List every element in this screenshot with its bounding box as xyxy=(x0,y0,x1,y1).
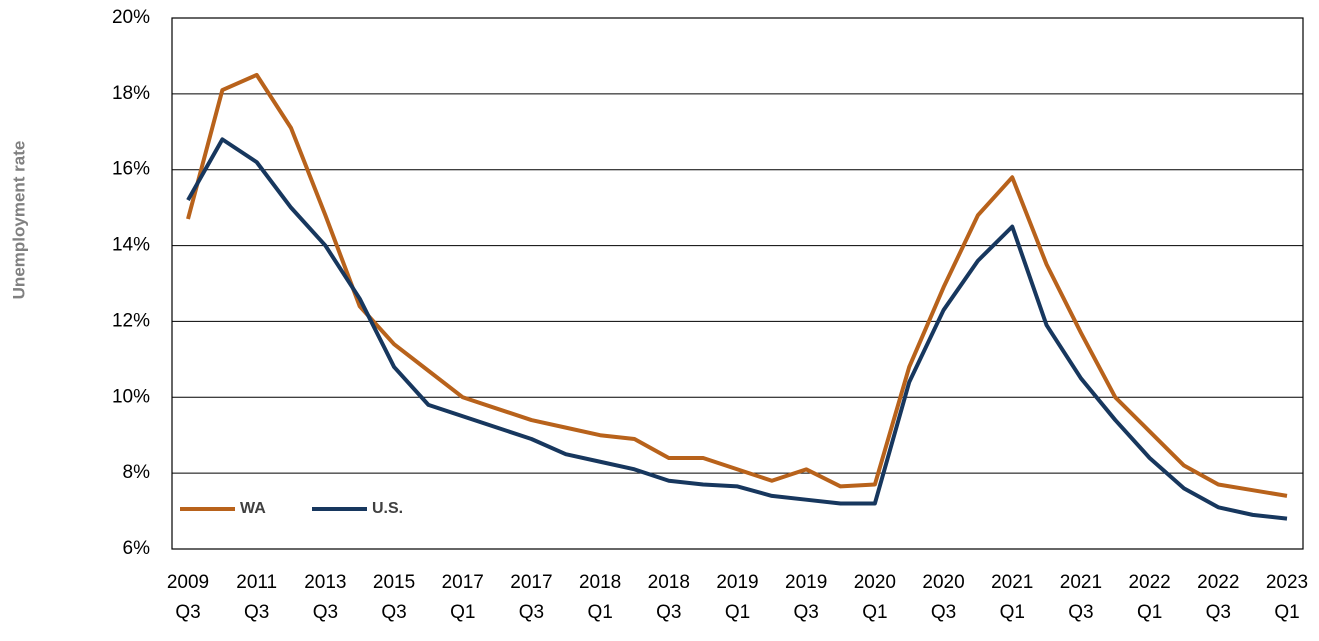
plot-border xyxy=(171,17,1304,550)
x-tick-label: Q3 xyxy=(244,602,269,623)
x-tick-label: Q3 xyxy=(313,602,338,623)
x-tick-label: 2020 xyxy=(922,572,964,593)
x-tick-label: Q1 xyxy=(587,602,612,623)
x-tick-label: 2017 xyxy=(510,572,552,593)
x-tick-label: 2022 xyxy=(1197,572,1239,593)
legend-label: WA xyxy=(240,500,266,517)
x-tick-label: Q3 xyxy=(656,602,681,623)
x-tick-label: 2021 xyxy=(991,572,1033,593)
y-tick-label: 16% xyxy=(112,159,150,180)
x-tick-label: 2018 xyxy=(579,572,621,593)
y-axis-label: Unemployment rate xyxy=(9,141,28,300)
x-tick-label: 2021 xyxy=(1060,572,1102,593)
x-tick-label: 2013 xyxy=(304,572,346,593)
x-tick-label: Q1 xyxy=(1137,602,1162,623)
x-tick-label: 2009 xyxy=(167,572,209,593)
x-tick-label: Q3 xyxy=(931,602,956,623)
y-tick-label: 10% xyxy=(112,386,150,407)
x-tick-label: Q3 xyxy=(519,602,544,623)
y-tick-label: 12% xyxy=(112,310,150,331)
y-tick-label: 14% xyxy=(112,235,150,256)
x-tick-label: 2017 xyxy=(442,572,484,593)
y-tick-label: 18% xyxy=(112,83,150,104)
x-tick-label: 2020 xyxy=(854,572,896,593)
x-tick-label: Q3 xyxy=(1206,602,1231,623)
y-tick-label: 20% xyxy=(112,7,150,28)
x-tick-label: Q1 xyxy=(450,602,475,623)
x-tick-label: 2015 xyxy=(373,572,415,593)
x-tick-label: Q1 xyxy=(862,602,887,623)
legend-label: U.S. xyxy=(372,500,403,517)
x-tick-label: 2019 xyxy=(785,572,827,593)
x-tick-label: Q3 xyxy=(175,602,200,623)
x-tick-label: Q1 xyxy=(725,602,750,623)
x-tick-label: Q3 xyxy=(1068,602,1093,623)
x-tick-label: Q3 xyxy=(794,602,819,623)
x-tick-label: 2019 xyxy=(716,572,758,593)
x-tick-label: 2023 xyxy=(1266,572,1308,593)
x-tick-label: Q1 xyxy=(1274,602,1299,623)
x-tick-label: Q1 xyxy=(1000,602,1025,623)
x-tick-label: 2018 xyxy=(648,572,690,593)
y-tick-label: 6% xyxy=(123,538,151,559)
x-tick-label: 2011 xyxy=(236,572,277,593)
y-tick-label: 8% xyxy=(123,462,151,483)
line-series xyxy=(186,137,1288,521)
x-tick-label: 2022 xyxy=(1128,572,1170,593)
x-tick-label: Q3 xyxy=(381,602,406,623)
